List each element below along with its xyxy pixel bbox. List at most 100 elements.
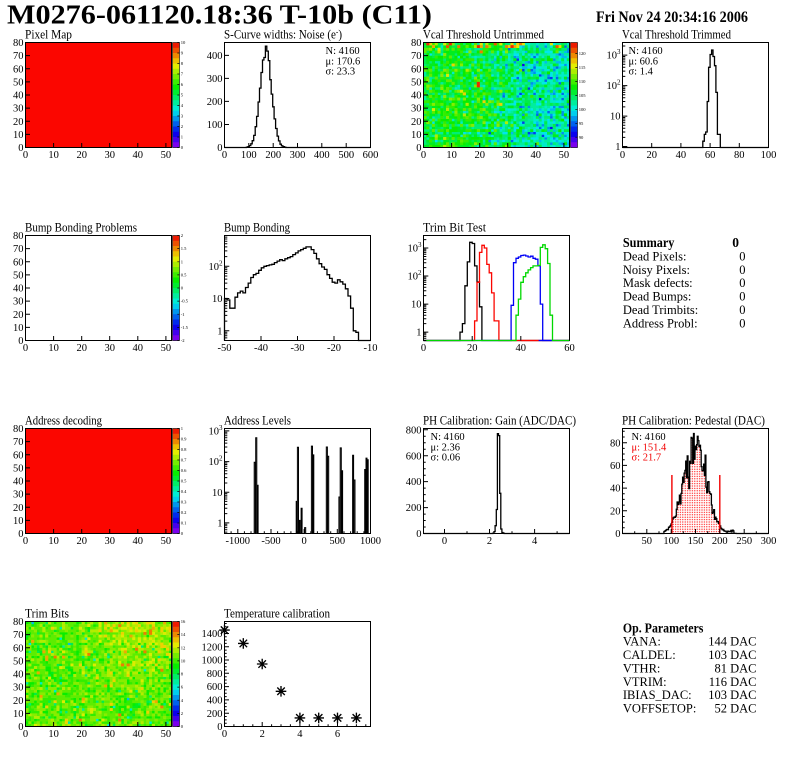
svg-text:4: 4 — [297, 729, 303, 740]
svg-text:σ: 23.3: σ: 23.3 — [326, 67, 356, 78]
svg-text:0: 0 — [442, 536, 447, 547]
svg-text:σ: 1.4: σ: 1.4 — [629, 67, 654, 78]
svg-text:20: 20 — [411, 117, 422, 128]
svg-text:50: 50 — [161, 150, 172, 161]
svg-text:30: 30 — [13, 297, 24, 308]
svg-text:-500: -500 — [261, 536, 280, 547]
svg-text:0: 0 — [739, 290, 745, 304]
svg-text:600: 600 — [406, 451, 422, 462]
svg-text:50: 50 — [13, 464, 24, 475]
svg-text:70: 70 — [13, 51, 24, 62]
svg-text:0.2: 0.2 — [181, 510, 187, 515]
svg-text:-20: -20 — [327, 343, 341, 354]
svg-text:S-Curve widths: Noise (e-): S-Curve widths: Noise (e-) — [224, 28, 342, 42]
svg-text:0: 0 — [18, 722, 23, 733]
svg-text:10: 10 — [181, 40, 186, 45]
svg-text:200: 200 — [207, 97, 223, 108]
svg-text:0: 0 — [421, 343, 426, 354]
svg-text:100: 100 — [761, 150, 777, 161]
svg-text:0: 0 — [732, 235, 739, 250]
svg-text:50: 50 — [13, 271, 24, 282]
svg-text:0.4: 0.4 — [181, 489, 187, 494]
svg-text:10: 10 — [48, 536, 59, 547]
svg-text:0: 0 — [18, 336, 23, 347]
svg-text:30: 30 — [104, 729, 115, 740]
svg-text:30: 30 — [104, 343, 115, 354]
svg-text:Bump Bonding: Bump Bonding — [224, 221, 290, 235]
svg-text:250: 250 — [736, 536, 752, 547]
svg-text:105: 105 — [579, 93, 587, 98]
svg-text:1000: 1000 — [360, 536, 381, 547]
svg-text:Mask defects:: Mask defects: — [623, 276, 693, 290]
svg-text:60: 60 — [610, 461, 621, 472]
svg-text:2: 2 — [181, 711, 184, 716]
svg-text:40: 40 — [13, 91, 24, 102]
svg-text:0.8: 0.8 — [181, 447, 187, 452]
svg-text:10: 10 — [212, 294, 223, 305]
svg-text:Address Probl:: Address Probl: — [623, 316, 698, 330]
svg-text:400: 400 — [207, 51, 223, 62]
svg-text:0: 0 — [18, 143, 23, 154]
svg-text:40: 40 — [411, 91, 422, 102]
svg-text:1: 1 — [615, 142, 620, 153]
svg-text:-10: -10 — [364, 343, 378, 354]
svg-text:3: 3 — [181, 114, 184, 119]
svg-text:10: 10 — [48, 729, 59, 740]
svg-text:30: 30 — [104, 536, 115, 547]
svg-text:4: 4 — [181, 698, 184, 703]
svg-text:Noisy Pixels:: Noisy Pixels: — [623, 263, 690, 277]
svg-text:10: 10 — [13, 130, 24, 141]
svg-text:0: 0 — [181, 286, 184, 291]
svg-text:100: 100 — [663, 536, 679, 547]
svg-text:10: 10 — [48, 343, 59, 354]
svg-text:400: 400 — [406, 477, 422, 488]
svg-text:0: 0 — [23, 343, 28, 354]
svg-text:μ: 60.6: μ: 60.6 — [629, 56, 659, 67]
svg-text:0: 0 — [739, 276, 745, 290]
svg-text:0: 0 — [23, 150, 28, 161]
svg-text:2: 2 — [487, 536, 492, 547]
svg-text:Vcal Threshold Untrimmed: Vcal Threshold Untrimmed — [423, 28, 544, 42]
svg-text:50: 50 — [642, 536, 653, 547]
svg-text:8: 8 — [181, 672, 184, 677]
svg-text:VANA:: VANA: — [623, 635, 661, 649]
svg-text:80: 80 — [411, 38, 422, 49]
svg-text:10: 10 — [13, 709, 24, 720]
svg-text:10: 10 — [48, 150, 59, 161]
svg-text:0: 0 — [222, 729, 227, 740]
svg-text:10: 10 — [181, 659, 186, 664]
svg-text:-2: -2 — [181, 338, 186, 343]
svg-text:0: 0 — [739, 263, 745, 277]
svg-text:1400: 1400 — [202, 629, 223, 640]
svg-text:M0276-061120.18:36 T-10b (C11): M0276-061120.18:36 T-10b (C11) — [7, 0, 432, 30]
svg-text:VOFFSETOP:: VOFFSETOP: — [623, 702, 696, 716]
svg-text:20: 20 — [13, 503, 24, 514]
svg-text:70: 70 — [13, 244, 24, 255]
svg-text:Temperature calibration: Temperature calibration — [224, 607, 330, 621]
svg-text:0: 0 — [416, 529, 421, 540]
svg-text:Dead Trimbits:: Dead Trimbits: — [623, 303, 698, 317]
svg-text:2: 2 — [181, 124, 184, 129]
svg-text:80: 80 — [610, 438, 621, 449]
svg-text:115: 115 — [579, 65, 586, 70]
svg-text:-1: -1 — [181, 312, 186, 317]
svg-text:μ: 2.36: μ: 2.36 — [431, 442, 461, 453]
svg-text:40: 40 — [133, 729, 144, 740]
svg-text:Address Levels: Address Levels — [224, 414, 291, 428]
svg-text:600: 600 — [363, 150, 379, 161]
svg-text:50: 50 — [13, 78, 24, 89]
svg-text:10: 10 — [411, 300, 422, 311]
svg-text:0: 0 — [23, 536, 28, 547]
svg-text:20: 20 — [76, 150, 87, 161]
svg-text:40: 40 — [133, 343, 144, 354]
svg-text:8: 8 — [181, 61, 184, 66]
svg-text:0: 0 — [23, 729, 28, 740]
svg-text:Op. Parameters: Op. Parameters — [623, 621, 704, 636]
svg-text:10: 10 — [13, 323, 24, 334]
svg-text:10: 10 — [610, 112, 621, 123]
svg-text:Address decoding: Address decoding — [25, 414, 102, 428]
svg-text:50: 50 — [161, 343, 172, 354]
svg-text:81 DAC: 81 DAC — [714, 661, 756, 675]
svg-text:0: 0 — [620, 150, 625, 161]
svg-text:0.1: 0.1 — [181, 521, 187, 526]
